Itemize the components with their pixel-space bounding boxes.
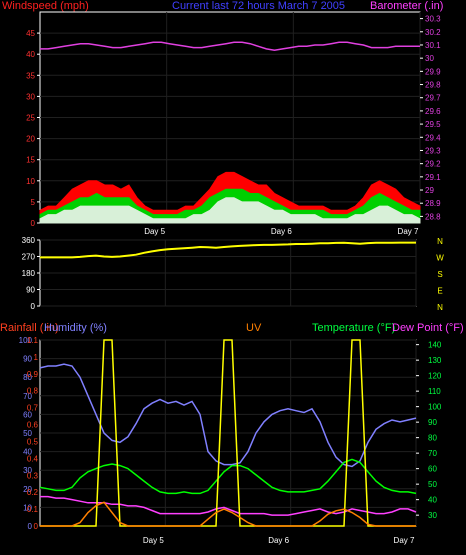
temperature-tick: 100 <box>428 403 442 412</box>
y-right-tick: 29.4 <box>425 133 441 142</box>
humidity-tick: 50 <box>23 429 32 438</box>
y-left-tick: 30 <box>26 92 35 101</box>
humidity-tick: 10 <box>23 503 32 512</box>
barometer-line <box>40 41 420 51</box>
y-left-tick: 20 <box>26 135 35 144</box>
rain-tick: 0.7 <box>27 404 39 413</box>
x-tick: Day 5 <box>144 227 165 236</box>
y-left-tick: 35 <box>26 71 35 80</box>
y-left-tick: 45 <box>26 29 35 38</box>
humidity-line <box>39 363 417 468</box>
compass-label: S <box>437 270 442 279</box>
rain-tick: 0 <box>34 522 39 531</box>
x-tick: Day 7 <box>394 536 415 545</box>
compass-label: E <box>437 287 442 296</box>
y-left-tick: 10 <box>26 177 35 186</box>
dewpoint-label: Dew Point (°F) <box>392 322 464 334</box>
rain-tick: 0.4 <box>27 454 39 463</box>
y-right-tick: 30.3 <box>425 15 441 24</box>
temperature-label: Temperature (°F) <box>312 322 395 334</box>
y-right-tick: 29.5 <box>425 120 441 129</box>
compass-label: W <box>436 254 444 263</box>
temperature-tick: 80 <box>428 434 437 443</box>
rain-tick: 0.1 <box>27 505 39 514</box>
humidity-tick: 20 <box>23 485 32 494</box>
y-right-tick: 29.6 <box>425 107 441 116</box>
humidity-tick: 40 <box>23 448 32 457</box>
temperature-tick: 50 <box>428 480 437 489</box>
humidity-tick: 0 <box>28 522 33 531</box>
temperature-tick: 110 <box>428 387 441 396</box>
windspeed-label: Windspeed (mph) <box>2 0 89 12</box>
humidity-tick: 100 <box>19 336 33 345</box>
y-left-tick: 25 <box>26 114 35 123</box>
temperature-tick: 70 <box>428 449 437 458</box>
y-tick: 180 <box>22 269 36 278</box>
y-right-tick: 30 <box>425 54 434 63</box>
rain-tick: 0.3 <box>27 471 39 480</box>
barometer-label: Barometer (.in) <box>370 0 443 12</box>
humidity-tick: 80 <box>23 373 32 382</box>
y-right-tick: 29.1 <box>425 173 441 182</box>
humidity-tick: 70 <box>23 392 32 401</box>
humidity-tick: 60 <box>23 410 32 419</box>
x-tick: Day 5 <box>143 536 164 545</box>
temperature-tick: 120 <box>428 372 442 381</box>
rain-tick: 0.9 <box>27 370 39 379</box>
uv-line <box>40 339 416 527</box>
x-tick: Day 7 <box>398 227 419 236</box>
temperature-f-line <box>39 458 417 495</box>
y-tick: 0 <box>31 302 36 311</box>
y-right-tick: 30.1 <box>425 41 441 50</box>
y-right-tick: 29.2 <box>425 160 441 169</box>
y-tick: 90 <box>26 286 35 295</box>
humidity-label: Humidity (%) <box>44 322 107 334</box>
temperature-tick: 140 <box>428 341 442 350</box>
wind-direction-line <box>40 241 416 259</box>
rainfall-label: Rainfall (.in) <box>0 322 59 334</box>
y-right-tick: 29.8 <box>425 81 441 90</box>
uv-label: UV <box>246 322 262 334</box>
y-right-tick: 29.3 <box>425 146 441 155</box>
temperature-tick: 130 <box>428 356 442 365</box>
chart-title: Current last 72 hours March 7 2005 <box>172 0 345 12</box>
y-tick: 360 <box>22 236 36 245</box>
temperature-tick: 60 <box>428 465 437 474</box>
y-tick: 270 <box>22 253 36 262</box>
y-left-tick: 0 <box>31 219 36 228</box>
rain-tick: 1.1 <box>27 336 39 345</box>
humidity-tick: 30 <box>23 466 32 475</box>
y-left-tick: 5 <box>31 198 36 207</box>
rainfall-in-line <box>40 501 416 527</box>
temperature-tick: 30 <box>428 511 437 520</box>
y-right-tick: 29 <box>425 186 434 195</box>
compass-label: N <box>437 237 443 246</box>
rain-tick: 0.2 <box>27 488 39 497</box>
y-left-tick: 40 <box>26 50 35 59</box>
x-tick: Day 6 <box>271 227 292 236</box>
y-right-tick: 28.9 <box>425 199 441 208</box>
compass-label: N <box>437 303 443 312</box>
rain-tick: 0.6 <box>27 421 39 430</box>
wind-lull-area <box>39 197 421 224</box>
x-tick: Day 6 <box>268 536 289 545</box>
rain-tick: 0.8 <box>27 387 39 396</box>
humidity-tick: 90 <box>23 355 32 364</box>
rain-tick: 0.5 <box>27 437 39 446</box>
y-right-tick: 30.2 <box>425 28 441 37</box>
y-right-tick: 29.7 <box>425 94 441 103</box>
rain-tick: 1 <box>34 353 39 362</box>
temperature-tick: 90 <box>428 418 437 427</box>
y-left-tick: 15 <box>26 156 35 165</box>
y-right-tick: 28.8 <box>425 212 441 221</box>
y-right-tick: 29.9 <box>425 67 441 76</box>
temperature-tick: 40 <box>428 496 437 505</box>
